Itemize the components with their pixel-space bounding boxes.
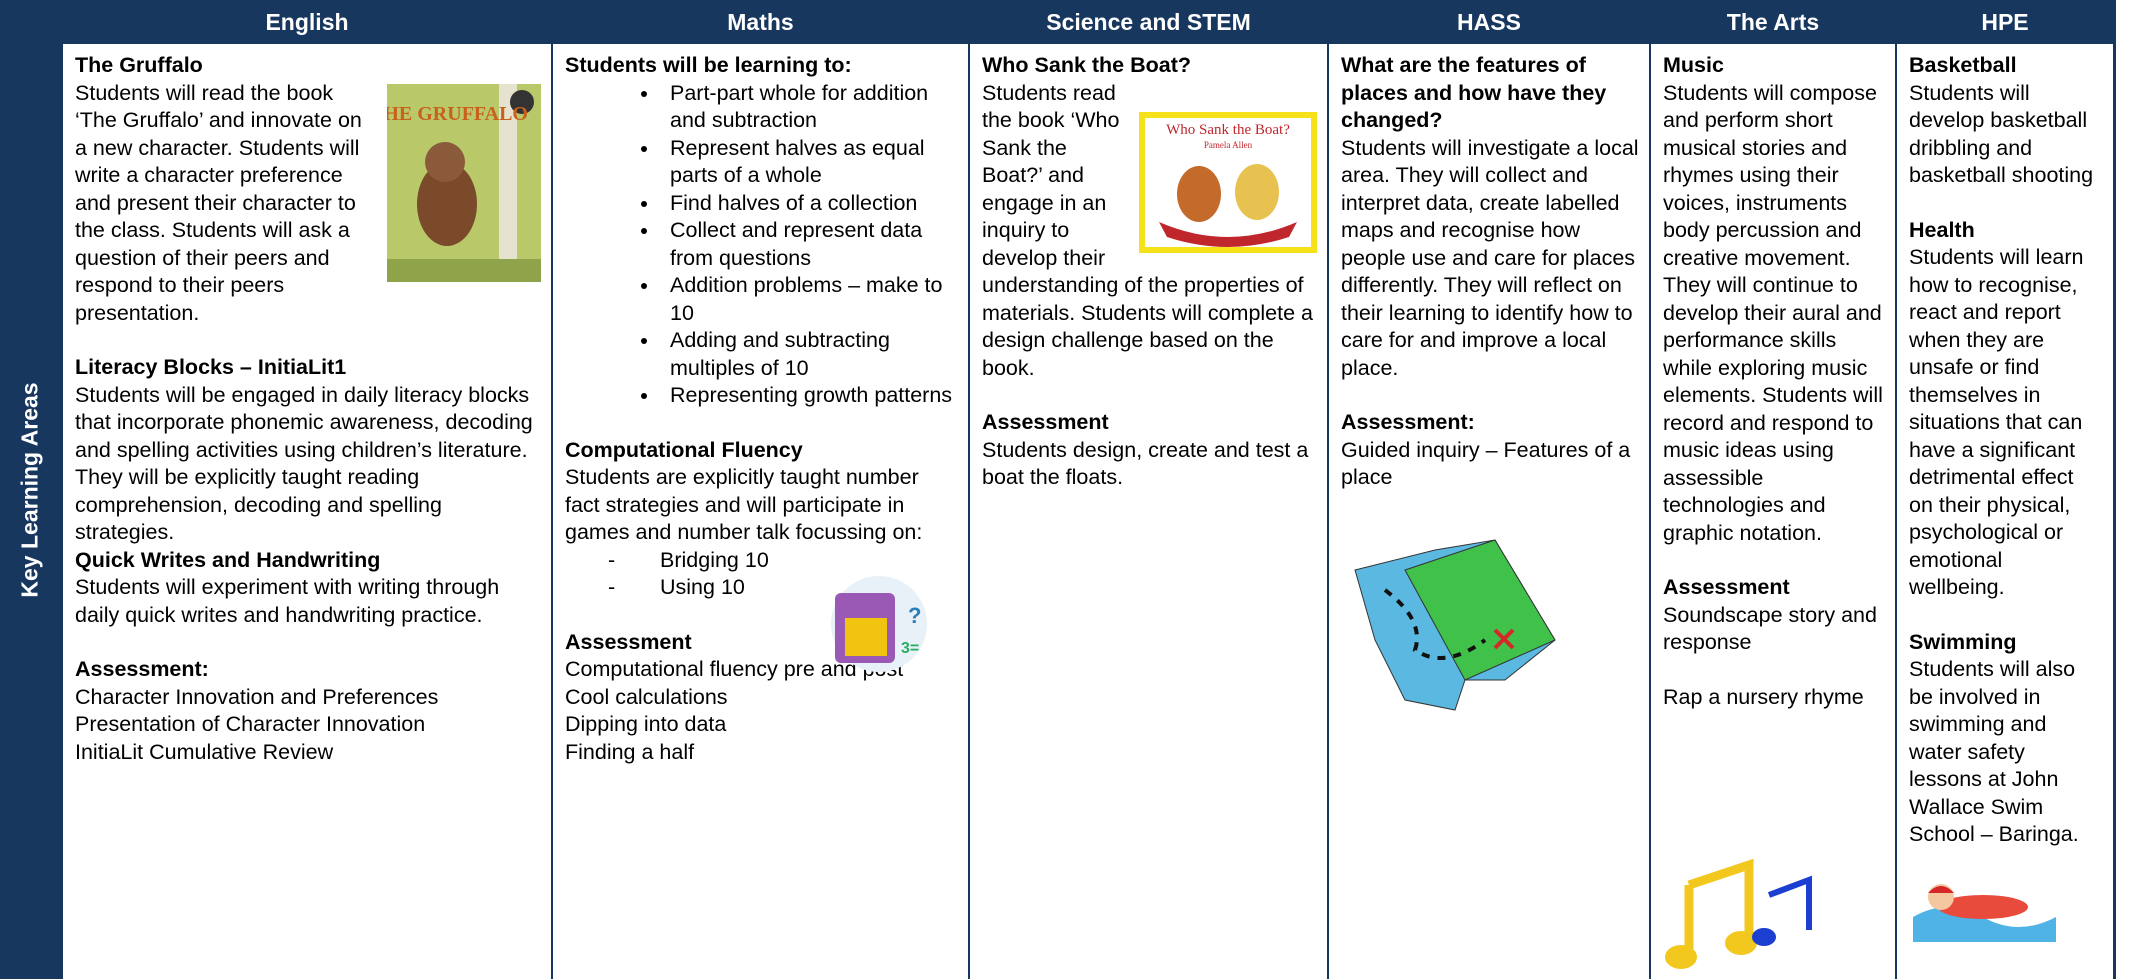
paragraph: Character Innovation and Preferences [75, 684, 439, 709]
block: Swimming Students will also be involved i… [1909, 629, 2103, 849]
block: Students will be learning to: Part-part w… [565, 52, 958, 410]
heading: Assessment: [75, 657, 209, 681]
column-header: The Arts [1651, 0, 1895, 46]
column: HASS What are the features of places and … [1327, 0, 1649, 979]
bullet-list: Part-part whole for addition and subtrac… [565, 80, 958, 410]
cover-title: Who Sank the Boat? [1166, 122, 1290, 138]
block: Who Sank the Boat? Who Sank the Boat? Pa… [982, 52, 1317, 382]
calculator-picture: ? 3= [831, 576, 927, 672]
block: Basketball Students will develop basketba… [1909, 52, 2103, 190]
heading: Assessment [982, 410, 1109, 434]
paragraph: Rap a nursery rhyme [1663, 685, 1864, 709]
map-picture [1354, 539, 1556, 711]
block: The Gruffalo THE GRUFFALO Students will … [75, 52, 541, 327]
heading: Swimming [1909, 629, 2017, 654]
paragraph: Students will develop basketball dribbli… [1909, 80, 2094, 188]
column: The Arts Music Students will compose and p… [1649, 0, 1895, 979]
list-item: Part-part whole for addition and subtrac… [660, 80, 958, 135]
paragraph: Students read the book ‘Who Sank the Boa… [982, 80, 1314, 380]
cell: What are the features of places and how … [1329, 46, 1649, 492]
column-header: Science and STEM [970, 0, 1327, 46]
paragraph: Students will also be involved in swimmi… [1909, 657, 2079, 846]
block: Music Students will compose and perform s… [1663, 52, 1885, 547]
side-label: Key Learning Areas [16, 382, 43, 598]
paragraph: Students will read the book ‘The Gruffal… [75, 80, 362, 325]
music-picture [1665, 858, 1812, 969]
cell: Basketball Students will develop basketba… [1897, 46, 2113, 849]
paragraph: Presentation of Character Innovation [75, 712, 426, 736]
paragraph: Students will learn how to recognise, re… [1909, 245, 2084, 599]
block: Computational Fluency Students are explic… [565, 437, 958, 602]
heading: The Gruffalo [75, 53, 203, 77]
column: Maths Students will be learning to: Part-p… [551, 0, 968, 979]
heading: Who Sank the Boat? [982, 53, 1192, 77]
swimmer-picture [1913, 884, 2056, 942]
learning-areas-table: English The Gruffalo THE GRUFFALO Student… [61, 0, 2116, 979]
block: Quick Writes and Handwriting Students wil… [75, 547, 541, 630]
boat-cover: Who Sank the Boat? Pamela Allen [1139, 111, 1317, 253]
list-item: Representing growth patterns [660, 382, 958, 410]
block: Literacy Blocks – InitiaLit1 Students wil… [75, 354, 541, 547]
paragraph: Cool calculations [565, 684, 728, 709]
list-item: Bridging 10 [608, 547, 958, 575]
heading: Assessment: [1341, 410, 1475, 434]
column-header: English [63, 0, 551, 46]
paragraph: Students will compose and perform short … [1663, 80, 1883, 545]
heading: Health [1909, 217, 1975, 242]
heading: Basketball [1909, 53, 2017, 77]
cell: Who Sank the Boat? Who Sank the Boat? Pa… [970, 46, 1327, 492]
column-header: HASS [1329, 0, 1649, 46]
list-item: Using 10 [608, 574, 958, 602]
side-bar: Key Learning Areas [0, 0, 61, 979]
paragraph: Finding a half [565, 739, 695, 764]
paragraph: Students design, create and test a boat … [982, 437, 1309, 490]
heading: Students will be learning to: [565, 53, 852, 77]
cover-author: Pamela Allen [1204, 140, 1253, 150]
block: Assessment Students design, create and te… [982, 409, 1317, 492]
heading: Quick Writes and Handwriting [75, 547, 381, 572]
spacer [1663, 657, 1885, 685]
list-item: Find halves of a collection [660, 190, 958, 218]
svg-text:?: ? [908, 603, 921, 628]
paragraph: Students will investigate a local area. … [1341, 135, 1639, 380]
list-item: Adding and subtracting multiples of 10 [660, 327, 958, 382]
dash-list: Bridging 10Using 10 [565, 547, 958, 602]
heading: Literacy Blocks – InitiaLit1 [75, 355, 347, 379]
list-item: Represent halves as equal parts of a who… [660, 135, 958, 190]
cell: Music Students will compose and perform s… [1651, 46, 1895, 712]
list-item: Addition problems – make to 10 [660, 272, 958, 327]
paragraph: Guided inquiry – Features of a place [1341, 437, 1631, 490]
block: Health Students will learn how to recogni… [1909, 217, 2103, 602]
paragraph: Students will be engaged in daily litera… [75, 382, 533, 545]
cover-title: THE GRUFFALO [387, 103, 528, 125]
heading: Assessment [565, 629, 692, 654]
block: Assessment: Guided inquiry – Features of … [1341, 409, 1639, 492]
column: English The Gruffalo THE GRUFFALO Student… [61, 0, 551, 979]
column-header: Maths [553, 0, 968, 46]
paragraph: Soundscape story and response [1663, 602, 1877, 655]
heading: Assessment [1663, 575, 1790, 599]
paragraph: Dipping into data [565, 712, 727, 736]
gruffalo-cover: THE GRUFFALO [387, 83, 541, 282]
list-item: Collect and represent data from question… [660, 217, 958, 272]
column: HPE Basketball Students will develop baske… [1895, 0, 2113, 979]
paragraph: Students will experiment with writing th… [75, 575, 500, 627]
paragraph: Students are explicitly taught number fa… [565, 465, 923, 544]
cell: Students will be learning to: Part-part w… [553, 46, 968, 766]
block: Assessment: Character Innovation and Pref… [75, 656, 541, 766]
block: What are the features of places and how … [1341, 52, 1639, 382]
paragraph: InitiaLit Cumulative Review [75, 739, 334, 764]
column-header: HPE [1897, 0, 2113, 46]
column: Science and STEM Who Sank the Boat? Who S… [968, 0, 1327, 979]
block: Assessment Computational fluency pre and … [565, 629, 958, 767]
cell: The Gruffalo THE GRUFFALO Students will … [63, 46, 551, 766]
heading: Music [1663, 53, 1724, 77]
svg-text:3=: 3= [901, 640, 919, 657]
block: Assessment Soundscape story and response R… [1663, 574, 1885, 712]
heading: What are the features of places and how … [1341, 53, 1607, 132]
heading: Computational Fluency [565, 437, 803, 462]
